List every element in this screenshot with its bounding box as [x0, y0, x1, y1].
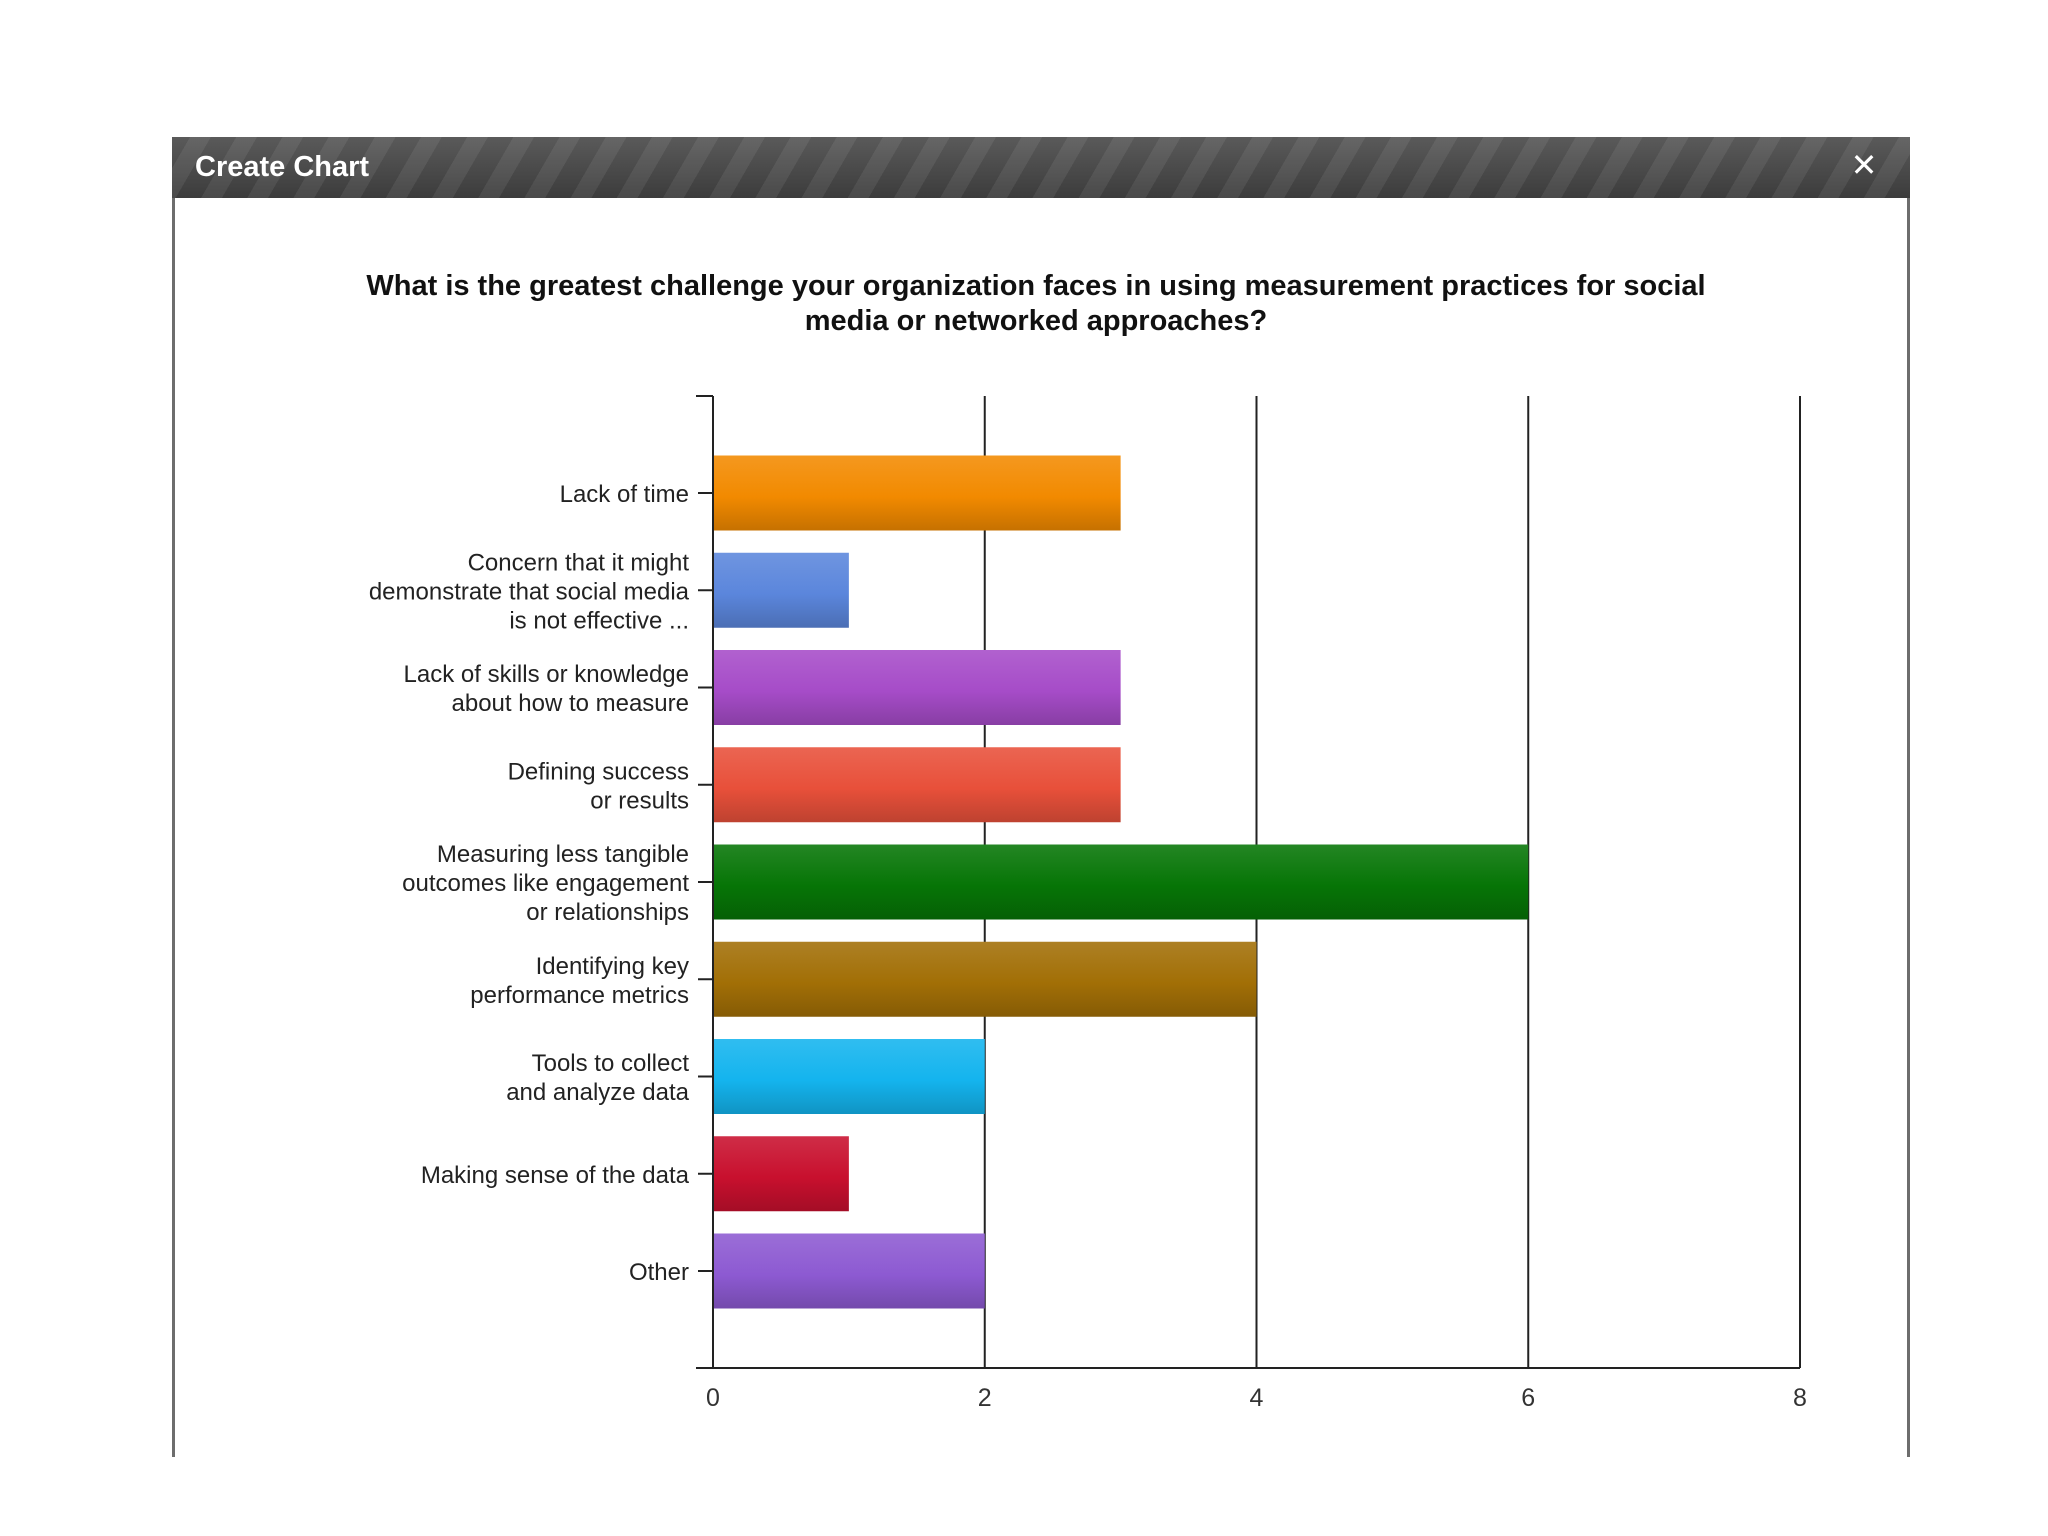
bar — [713, 552, 849, 628]
chart-bars — [713, 455, 1529, 1309]
close-icon[interactable]: ✕ — [1850, 147, 1878, 183]
x-tick-label: 0 — [706, 1384, 720, 1412]
bar — [713, 455, 1121, 531]
y-tick-label: Identifying key performance metrics — [470, 953, 689, 1009]
chart-category-labels: Lack of time Concern that it might demonst… — [369, 481, 690, 1286]
y-tick-label: Lack of skills or knowledge about how to … — [404, 661, 689, 717]
y-tick-label: Concern that it might demonstrate that so… — [369, 549, 690, 634]
y-tick-label: Measuring less tangible outcomes like eng… — [402, 841, 689, 926]
x-tick-label: 4 — [1250, 1384, 1264, 1412]
chart-title-line: media or networked approaches? — [805, 305, 1268, 337]
y-tick-label: Defining success or results — [508, 758, 689, 814]
bar — [713, 650, 1121, 725]
bar — [713, 1136, 849, 1212]
dialog-title: Create Chart — [195, 151, 370, 183]
x-tick-label: 8 — [1793, 1384, 1807, 1412]
y-tick-label: Lack of time — [560, 481, 689, 508]
bar — [713, 1039, 985, 1114]
y-tick-label: Tools to collect and analyze data — [506, 1050, 689, 1106]
create-chart-dialog: Create Chart ✕ — [172, 137, 1910, 1457]
x-tick-label: 6 — [1521, 1384, 1535, 1412]
bar — [713, 941, 1257, 1017]
chart-title: What is the greatest challenge your orga… — [366, 270, 1705, 337]
chart-axes — [696, 395, 1800, 1369]
x-tick-label: 2 — [978, 1384, 992, 1412]
bar — [713, 747, 1121, 823]
y-tick-label: Making sense of the data — [421, 1162, 690, 1189]
bar — [713, 1233, 985, 1309]
bar — [713, 844, 1529, 920]
y-tick-label: Other — [629, 1259, 689, 1286]
dialog-titlebar[interactable]: Create Chart ✕ — [172, 137, 1910, 198]
chart-tick-labels: 0 2 4 6 8 — [706, 1384, 1807, 1412]
chart-title-line: What is the greatest challenge your orga… — [366, 270, 1705, 302]
